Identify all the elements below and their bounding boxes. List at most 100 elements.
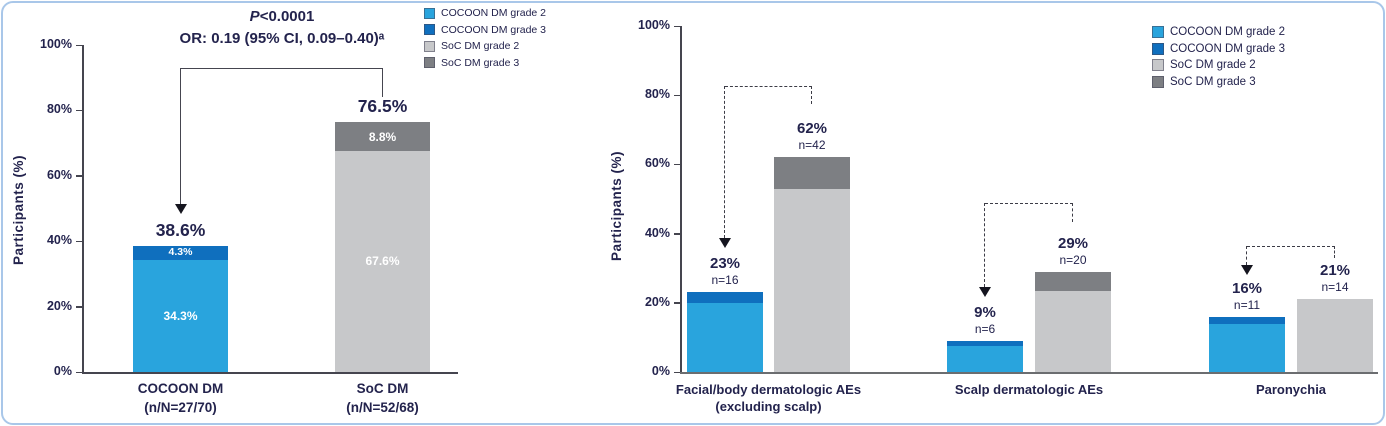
bar-total-label: 76.5% <box>357 95 408 116</box>
legend-item: COCOON DM grade 3 <box>1152 42 1286 55</box>
y-tick-label: 40% <box>46 233 72 248</box>
legend-item: SoC DM grade 3 <box>1152 75 1285 88</box>
down-arrow-icon <box>174 204 187 214</box>
dashed-bracket-top <box>1247 246 1335 247</box>
legend-swatch-icon <box>424 7 435 19</box>
y-tick-mark <box>76 371 82 373</box>
y-axis-line <box>82 45 84 373</box>
y-tick-mark <box>674 25 680 27</box>
legend-label: COCOON DM grade 3 <box>1170 42 1286 55</box>
dashed-bracket-left <box>724 86 726 238</box>
category-label-line: (n/N=27/70) <box>144 400 217 415</box>
y-tick-mark <box>76 306 82 308</box>
legend-item: COCOON DM grade 3 <box>424 24 546 36</box>
bar-n-label: n=11 <box>1233 297 1261 312</box>
y-tick-label: 100% <box>40 37 72 51</box>
y-tick-label: 80% <box>46 102 72 117</box>
p-value-label: P<0.0001 <box>249 8 315 25</box>
category-label-line: Facial/body dermatologic AEs <box>675 382 862 397</box>
comparison-bracket-top <box>180 68 383 70</box>
category-label-line: COCOON DM <box>137 381 224 396</box>
y-tick-label: 80% <box>644 87 670 102</box>
dashed-bracket-top <box>725 86 812 87</box>
category-label: COCOON DM (n/N=27/70) <box>91 379 271 417</box>
y-tick-mark <box>76 109 82 112</box>
dashed-bracket-left <box>984 203 986 287</box>
bar-percent-label: 16% <box>1231 279 1263 297</box>
dashed-bracket-top <box>985 203 1073 204</box>
y-tick-label: 0% <box>53 364 72 378</box>
bar-segment-soc-dm-grade-2 <box>1297 299 1373 372</box>
bar-n-label: n=16 <box>711 273 739 288</box>
bar-segment-soc-dm-grade-3 <box>1035 271 1111 291</box>
stat-annotation: P<0.0001 OR: 0.19 (95% CI, 0.09–0.40)ᵃ <box>132 6 432 50</box>
y-tick-label: 0% <box>651 364 670 378</box>
category-label: Paronychia <box>1141 381 1386 398</box>
dashed-bracket-right <box>811 86 813 104</box>
y-axis-line <box>680 26 682 373</box>
bar-total-label: 38.6% <box>155 219 206 240</box>
legend-swatch-icon <box>424 24 435 36</box>
legend-label: COCOON DM grade 2 <box>1170 26 1286 38</box>
category-label-line: (excluding scalp) <box>715 399 822 414</box>
legend: COCOON DM grade 2 COCOON DM grade 3 SoC DM… <box>424 7 546 73</box>
y-tick-mark <box>674 371 680 373</box>
y-tick-mark <box>674 233 680 235</box>
legend-swatch-icon <box>1152 59 1164 72</box>
down-arrow-icon <box>719 238 731 248</box>
comparison-bracket-right <box>381 68 384 97</box>
category-label: Scalp dermatologic AEs <box>879 381 1179 398</box>
bar-segment-cocoon-dm-grade-2 <box>947 346 1023 372</box>
segment-value-label: 67.6% <box>365 254 400 269</box>
legend-item: COCOON DM grade 2 <box>424 7 546 19</box>
legend-label: SoC DM grade 3 <box>441 56 520 69</box>
bar-segment-soc-dm-grade-2 <box>774 188 850 372</box>
legend-label: COCOON DM grade 3 <box>441 23 547 36</box>
legend: COCOON DM grade 2 COCOON DM grade 3 SoC DM… <box>1152 26 1285 92</box>
y-tick-mark <box>76 44 82 46</box>
segment-value-label: 34.3% <box>163 308 198 323</box>
legend-item: SoC DM grade 2 <box>424 40 546 52</box>
y-axis-title: Participants (%) <box>609 150 624 262</box>
legend-swatch-icon <box>1152 26 1164 38</box>
y-tick-mark <box>674 163 680 166</box>
legend-swatch-icon <box>424 57 435 69</box>
y-tick-label: 60% <box>46 167 72 182</box>
category-label-line: Paronychia <box>1255 382 1327 397</box>
bar-segment-cocoon-dm-grade-3 <box>687 292 763 303</box>
legend-item: SoC DM grade 3 <box>424 57 546 69</box>
legend-swatch-icon <box>424 40 435 52</box>
category-label: Facial/body dermatologic AEs (excluding s… <box>619 381 919 415</box>
dashed-bracket-right <box>1334 246 1336 258</box>
y-tick-mark <box>76 240 82 243</box>
left-chart: Participants (%) P<0.0001 OR: 0.19 (95% … <box>0 0 600 426</box>
legend-item: COCOON DM grade 2 <box>1152 26 1285 38</box>
legend-item: SoC DM grade 2 <box>1152 59 1285 72</box>
bar-segment-cocoon-dm-grade-2 <box>687 302 763 372</box>
legend-label: COCOON DM grade 2 <box>441 7 547 19</box>
x-axis-line <box>680 372 1378 374</box>
category-label-line: (n/N=52/68) <box>346 400 419 415</box>
bar-percent-label: 23% <box>709 255 741 273</box>
comparison-bracket-left <box>179 68 182 204</box>
category-label-line: SoC DM <box>356 381 409 396</box>
bar-percent-label: 21% <box>1319 262 1351 280</box>
legend-label: SoC DM grade 3 <box>1170 75 1256 88</box>
y-tick-label: 40% <box>644 225 670 240</box>
bar-segment-cocoon-dm-grade-3: 4.3% <box>133 245 228 260</box>
legend-swatch-icon <box>1152 42 1164 55</box>
segment-value-label: 8.8% <box>368 129 397 144</box>
bar-n-label: n=42 <box>798 138 826 153</box>
y-tick-label: 20% <box>46 298 72 313</box>
bar-percent-label: 29% <box>1057 234 1089 252</box>
bar-segment-cocoon-dm-grade-3 <box>1209 316 1285 324</box>
bar-segment-cocoon-dm-grade-2: 34.3% <box>133 259 228 372</box>
y-tick-mark <box>76 175 82 177</box>
x-axis-line <box>82 372 458 374</box>
dashed-bracket-left <box>1246 246 1248 265</box>
category-label: SoC DM (n/N=52/68) <box>293 379 473 417</box>
bar-segment-cocoon-dm-grade-3 <box>947 340 1023 347</box>
odds-ratio-label: OR: 0.19 (95% CI, 0.09–0.40)ᵃ <box>179 30 385 47</box>
